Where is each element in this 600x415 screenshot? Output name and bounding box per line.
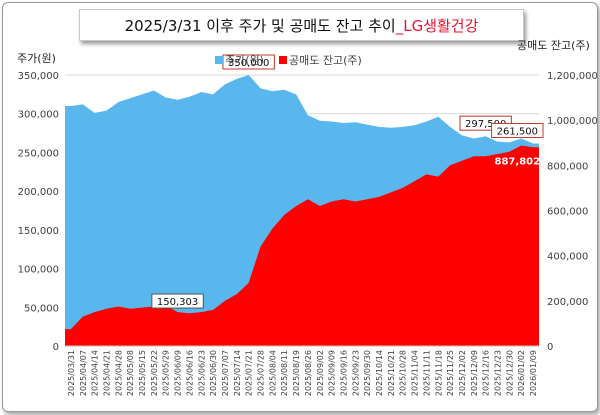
annotation-label-3: 150,303 <box>157 297 198 308</box>
left-tick-label-1: 50,000 <box>24 303 59 314</box>
x-tick-label-12: 2025/06/30 <box>209 350 218 396</box>
left-tick-label-4: 200,000 <box>18 187 59 198</box>
left-tick-label-6: 300,000 <box>18 110 59 121</box>
x-tick-label-2: 2025/04/14 <box>91 350 100 396</box>
x-tick-label-9: 2025/06/09 <box>174 350 183 396</box>
x-tick-label-24: 2025/09/23 <box>351 350 360 396</box>
x-tick-label-4: 2025/04/28 <box>114 350 123 396</box>
left-tick-label-5: 250,000 <box>18 148 59 159</box>
x-tick-label-35: 2025/12/16 <box>482 350 491 396</box>
x-tick-label-32: 2025/11/25 <box>446 350 455 396</box>
annotation-2: 261,500 <box>491 123 544 139</box>
chart-title-accent: _LG생활건강 <box>395 16 479 35</box>
right-tick-label-6: 1,200,000 <box>547 71 597 82</box>
x-tick-label-34: 2025/12/09 <box>470 350 479 396</box>
x-tick-label-14: 2025/07/14 <box>233 350 242 396</box>
annotation-box-2 <box>491 123 544 139</box>
right-tick-label-1: 200,000 <box>547 297 588 308</box>
annotation-4: 887,802 <box>495 157 541 168</box>
x-tick-label-20: 2025/08/26 <box>304 350 313 396</box>
annotation-label-0: 350,000 <box>228 58 269 69</box>
legend-label-short: 공매도 잔고(주) <box>289 54 362 67</box>
left-axis-title: 주가(원) <box>17 52 56 65</box>
right-axis-tick-labels: 0 200,000 400,000 600,000 800,000 1,000,000 1,… <box>547 71 597 353</box>
x-tick-label-33: 2025/12/02 <box>458 350 467 396</box>
x-tick-label-0: 2025/03/31 <box>67 350 76 396</box>
x-tick-label-17: 2025/08/04 <box>268 350 277 396</box>
x-tick-label-1: 2025/04/07 <box>79 350 88 396</box>
legend-label-price: 주가(원) <box>225 54 264 67</box>
series-area-short <box>65 145 539 346</box>
right-tick-label-5: 1,000,000 <box>547 116 597 127</box>
legend-item-short: 공매도 잔고(주) <box>279 54 362 67</box>
x-tick-label-29: 2025/11/04 <box>411 350 420 396</box>
annotation-3: 150,303 <box>151 293 204 309</box>
x-tick-label-27: 2025/10/21 <box>387 350 396 396</box>
annotation-label-2: 261,500 <box>497 127 538 138</box>
x-tick-label-25: 2025/09/30 <box>363 350 372 396</box>
left-tick-label-0: 0 <box>53 342 59 353</box>
annotation-box-3 <box>151 293 204 309</box>
x-tick-label-7: 2025/05/22 <box>150 350 159 396</box>
x-tick-label-11: 2025/06/23 <box>197 350 206 396</box>
x-axis-tick-labels: 2025/03/31 2025/04/07 2025/04/14 2025/04/21… <box>67 350 538 396</box>
x-tick-label-13: 2025/07/07 <box>221 350 230 396</box>
x-tick-label-37: 2025/12/30 <box>505 350 514 396</box>
chart-canvas: 0 50,000 100,000 150,000 200,000 250,000 300,0… <box>17 39 597 396</box>
x-tick-label-15: 2025/07/21 <box>245 350 254 396</box>
x-tick-label-16: 2025/07/28 <box>257 350 266 396</box>
legend-swatch-short <box>279 56 287 64</box>
x-tick-label-10: 2025/06/16 <box>185 350 194 396</box>
legend-swatch-price <box>215 56 223 64</box>
left-axis-tick-labels: 0 50,000 100,000 150,000 200,000 250,000 300,0… <box>18 71 59 353</box>
x-tick-label-21: 2025/09/02 <box>316 350 325 396</box>
x-tick-label-36: 2025/12/23 <box>494 350 503 396</box>
x-tick-label-38: 2026/01/02 <box>517 350 526 396</box>
x-tick-label-30: 2025/11/11 <box>422 350 431 396</box>
x-tick-label-22: 2025/09/09 <box>328 350 337 396</box>
right-axis-title: 공매도 잔고(주) <box>517 39 590 52</box>
x-tick-label-39: 2026/01/09 <box>529 350 538 396</box>
left-tick-label-3: 150,000 <box>18 226 59 237</box>
chart-title-box: 2025/3/31 이후 주가 및 공매도 잔고 추이 _LG생활건강 <box>79 9 524 41</box>
right-tick-label-0: 0 <box>547 342 553 353</box>
x-tick-label-3: 2025/04/21 <box>103 350 112 396</box>
legend-item-price: 주가(원) <box>215 54 264 67</box>
left-tick-label-7: 350,000 <box>18 71 59 82</box>
right-tick-label-2: 400,000 <box>547 252 588 263</box>
x-tick-label-5: 2025/05/08 <box>126 350 135 396</box>
left-tick-label-2: 100,000 <box>18 265 59 276</box>
legend: 주가(원) 공매도 잔고(주) <box>215 54 362 67</box>
x-tick-label-8: 2025/05/29 <box>162 350 171 396</box>
x-tick-label-26: 2025/10/14 <box>375 350 384 396</box>
x-tick-label-18: 2025/08/11 <box>280 350 289 396</box>
right-tick-label-3: 600,000 <box>547 207 588 218</box>
x-tick-label-6: 2025/05/15 <box>138 350 147 396</box>
x-tick-label-31: 2025/11/18 <box>434 350 443 396</box>
x-tick-label-23: 2025/09/16 <box>340 350 349 396</box>
x-tick-label-19: 2025/08/19 <box>292 350 301 396</box>
x-tick-label-28: 2025/10/28 <box>399 350 408 396</box>
chart-title: 2025/3/31 이후 주가 및 공매도 잔고 추이 <box>124 16 396 35</box>
annotation-label-4: 887,802 <box>495 157 541 168</box>
series-areas <box>65 75 539 346</box>
right-tick-label-4: 800,000 <box>547 161 588 172</box>
annotation-label-1: 297,500 <box>465 119 506 130</box>
